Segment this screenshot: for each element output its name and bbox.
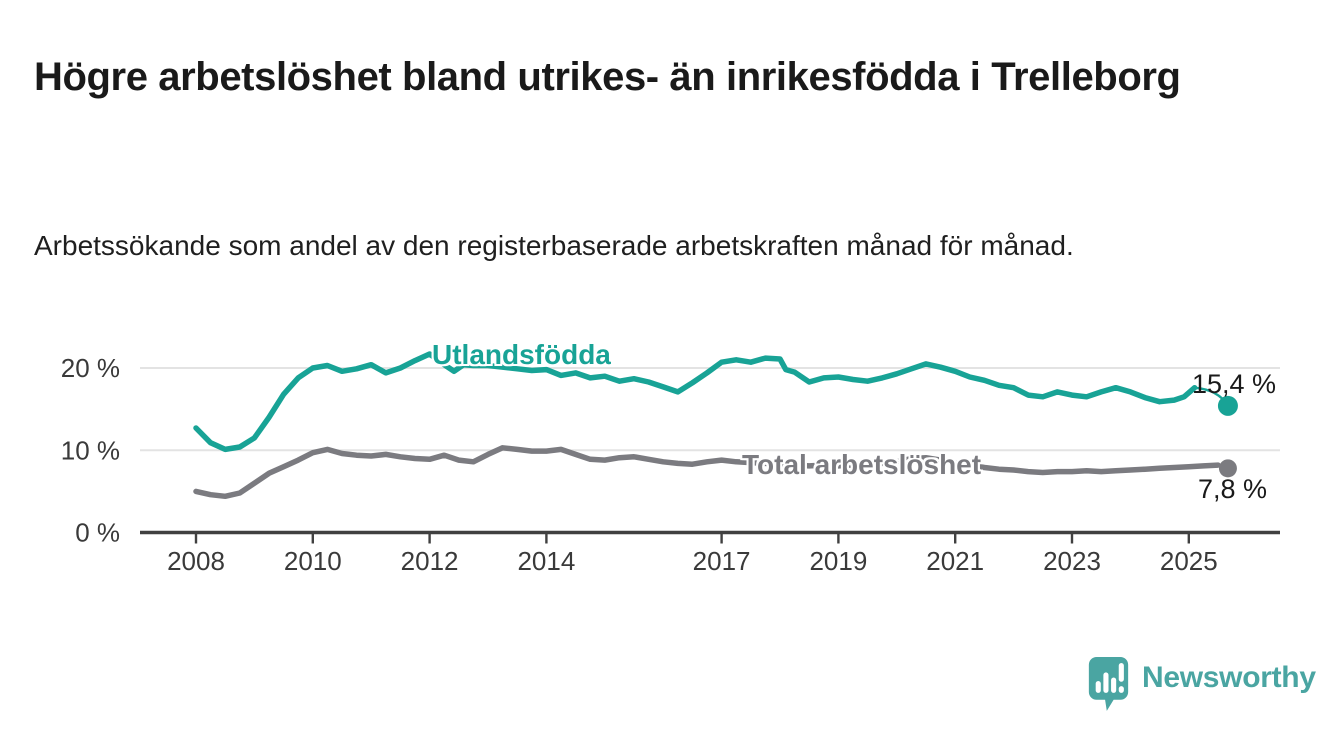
unemployment-line-chart: 2008 2010 2012 2014 2017 2019 2021 2023 2025 0 % 1… xyxy=(61,351,1280,576)
series-label-total-arbetsloshet: Total arbetslöshet xyxy=(742,449,982,480)
chart-subtitle: Arbetssökande som andel av den registerb… xyxy=(34,230,1074,261)
x-tick-label: 2012 xyxy=(401,546,459,576)
y-tick-label: 20 % xyxy=(61,353,120,383)
series-end-dot xyxy=(1218,459,1237,478)
x-tick-label: 2019 xyxy=(809,546,867,576)
x-tick-label: 2014 xyxy=(517,546,575,576)
y-tick-label: 0 % xyxy=(75,518,120,548)
newsworthy-logo[interactable]: Newsworthy xyxy=(1088,656,1316,711)
series-line-utlandsfodda xyxy=(193,351,1198,453)
series-end-dot xyxy=(1217,395,1238,416)
page-title: Högre arbetslöshet bland utrikes- än inr… xyxy=(34,54,1181,99)
newsworthy-logo-icon xyxy=(1088,657,1129,711)
x-tick-label: 2021 xyxy=(926,546,984,576)
y-tick-label: 10 % xyxy=(61,435,120,465)
end-value-total-arbetsloshet: 7,8 % xyxy=(1198,474,1268,504)
end-value-utlandsfodda: 15,4 % xyxy=(1192,369,1277,399)
series-label-utlandsfodda: Utlandsfödda xyxy=(432,339,611,370)
x-tick-label: 2010 xyxy=(284,546,342,576)
series-line-total-arbetsloshet xyxy=(193,445,1221,500)
x-tick-label: 2017 xyxy=(693,546,751,576)
newsworthy-logo-text: Newsworthy xyxy=(1142,661,1316,694)
x-tick-label: 2025 xyxy=(1160,546,1218,576)
x-tick-label: 2008 xyxy=(167,546,225,576)
x-tick-label: 2023 xyxy=(1043,546,1101,576)
